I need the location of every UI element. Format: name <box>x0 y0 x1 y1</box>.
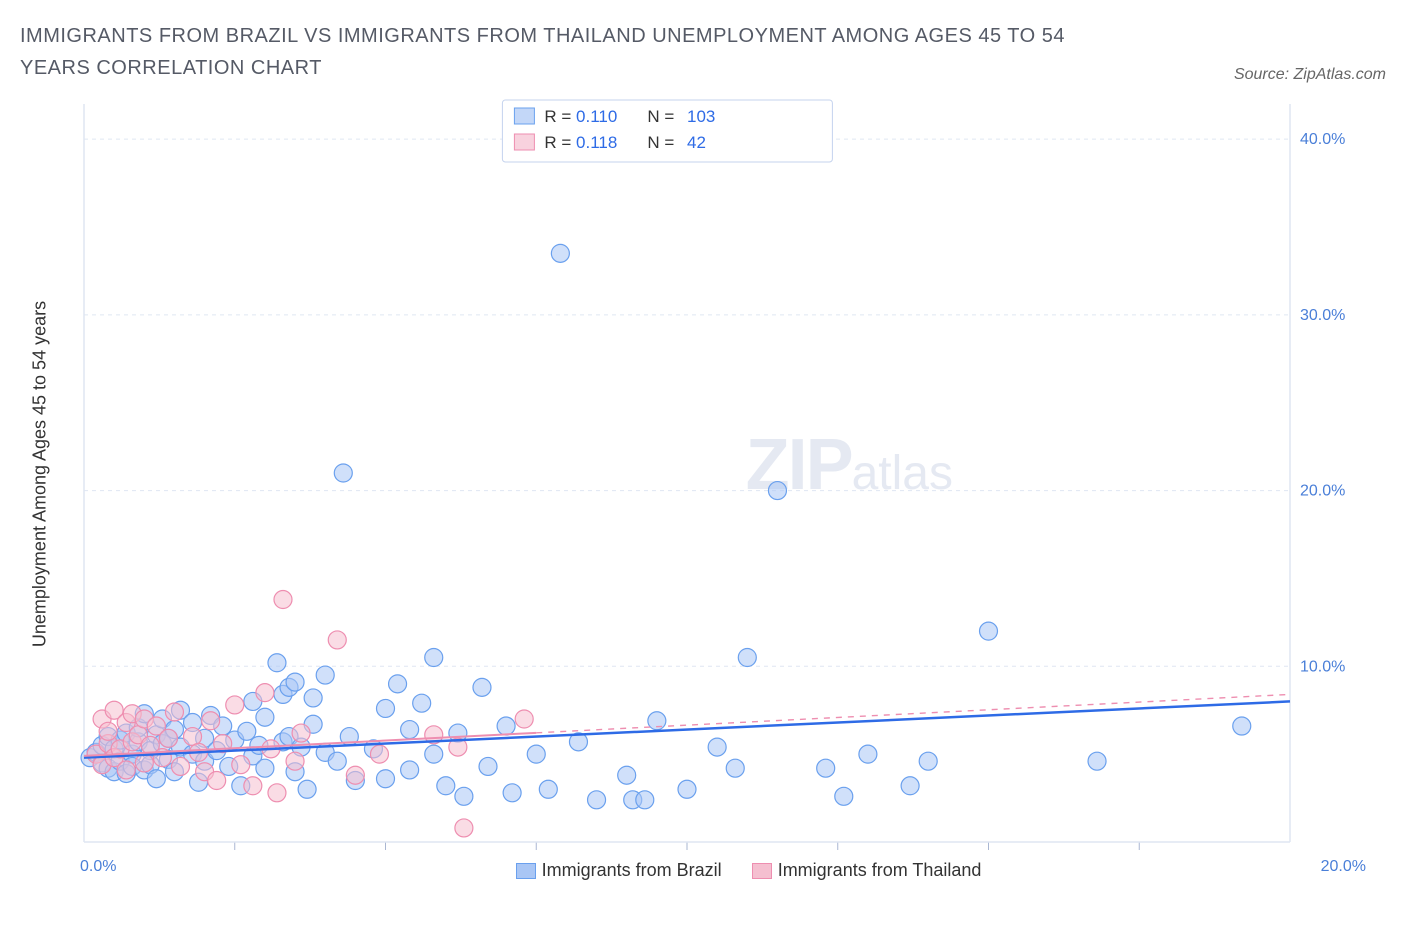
svg-text:40.0%: 40.0% <box>1300 131 1345 148</box>
legend-swatch <box>752 863 772 879</box>
legend-swatch <box>516 863 536 879</box>
svg-text:20.0%: 20.0% <box>1300 483 1345 500</box>
legend-bottom: Immigrants from Brazil Immigrants from Th… <box>176 860 1320 881</box>
chart-title: IMMIGRANTS FROM BRAZIL VS IMMIGRANTS FRO… <box>20 20 1120 84</box>
scatter-plot: 10.0%20.0%30.0%40.0%ZIPatlasR = 0.110N =… <box>80 94 1360 854</box>
legend-label: Immigrants from Thailand <box>778 860 982 880</box>
legend-item: Immigrants from Brazil <box>516 860 722 881</box>
svg-text:30.0%: 30.0% <box>1300 307 1345 324</box>
source-label: Source: ZipAtlas.com <box>1234 66 1386 84</box>
x-end-label: 20.0% <box>1321 858 1366 876</box>
x-origin-label: 0.0% <box>80 858 116 876</box>
chart-area: Unemployment Among Ages 45 to 54 years 1… <box>80 94 1386 854</box>
header-row: IMMIGRANTS FROM BRAZIL VS IMMIGRANTS FRO… <box>20 20 1386 84</box>
legend-item: Immigrants from Thailand <box>752 860 982 881</box>
legend-label: Immigrants from Brazil <box>542 860 722 880</box>
y-axis-label: Unemployment Among Ages 45 to 54 years <box>30 301 51 647</box>
svg-text:10.0%: 10.0% <box>1300 658 1345 675</box>
